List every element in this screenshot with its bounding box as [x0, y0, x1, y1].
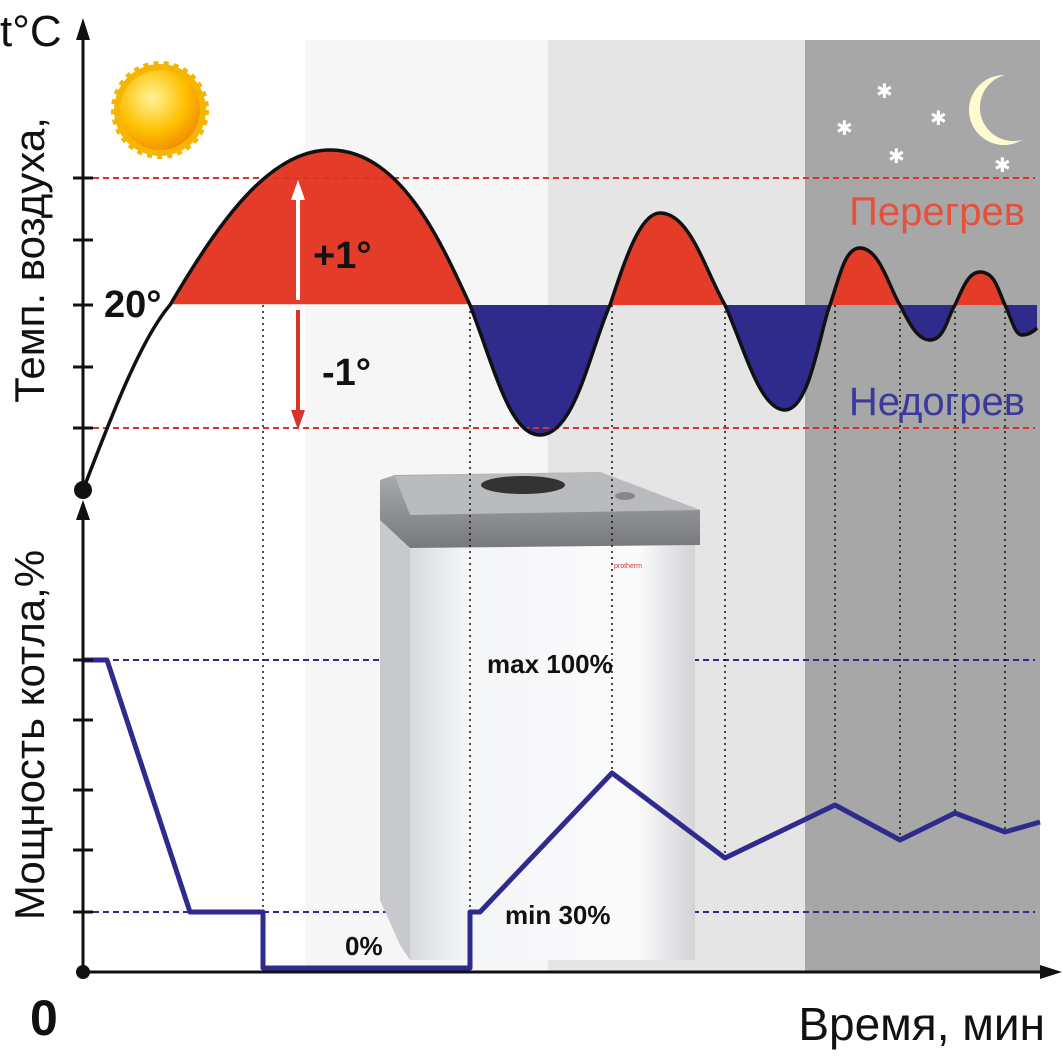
max-label: max 100%	[487, 649, 613, 679]
y-unit: t°C	[0, 7, 62, 56]
min-label: min 30%	[505, 900, 611, 930]
svg-text:✱: ✱	[994, 155, 1011, 177]
setpoint-label: 20°	[104, 284, 161, 326]
minus-label: -1°	[322, 352, 371, 394]
origin-dot	[76, 965, 90, 979]
moon	[968, 74, 1022, 145]
svg-text:✱: ✱	[888, 146, 905, 168]
stars: ✱ ✱ ✱ ✱ ✱	[836, 81, 1011, 177]
origin-dot	[74, 481, 92, 499]
boiler-brand: protherm	[614, 563, 642, 570]
svg-text:✱: ✱	[876, 81, 893, 103]
boiler: protherm	[380, 472, 700, 960]
origin-label: 0	[30, 990, 58, 1046]
svg-text:✱: ✱	[930, 108, 947, 130]
overheat-label: Перегрев	[849, 190, 1025, 234]
y-upper-label: Темп. воздуха,	[6, 117, 53, 403]
power-line	[83, 657, 1041, 971]
zero-label: 0%	[345, 931, 383, 961]
sun	[111, 61, 209, 159]
plus-label: +1°	[313, 235, 372, 277]
tolerance-arrow	[291, 180, 305, 430]
underheat-label: Недогрев	[849, 380, 1025, 424]
axes	[73, 30, 1050, 974]
x-label: Время, мин	[798, 998, 1045, 1050]
overheat-area	[170, 150, 1037, 305]
band-night	[805, 40, 1040, 972]
y-lower-label: Мощность котла,%	[6, 550, 53, 920]
dotted-verticals	[262, 305, 1006, 912]
temperature-curve	[81, 148, 1039, 491]
svg-text:✱: ✱	[836, 118, 853, 140]
